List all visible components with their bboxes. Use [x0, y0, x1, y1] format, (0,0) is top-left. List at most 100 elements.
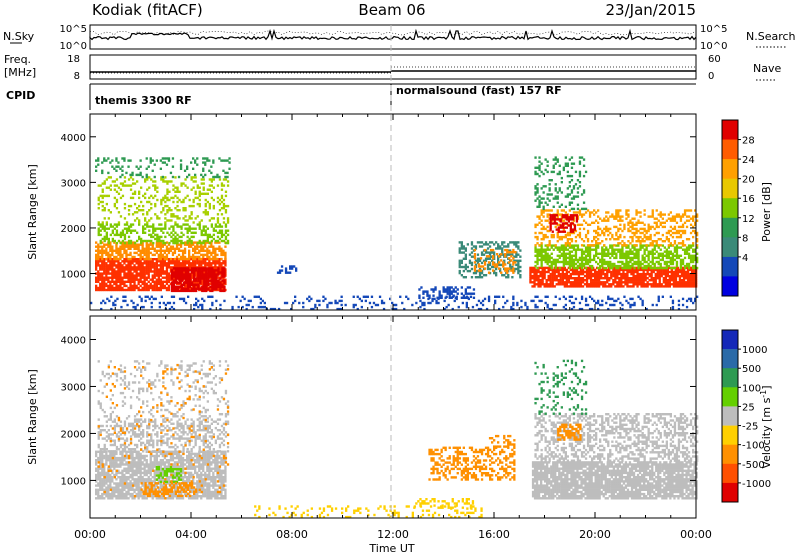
- power-cell: [192, 200, 195, 204]
- power-cell: [622, 268, 625, 272]
- power-cell: [152, 297, 155, 301]
- power-cell: [137, 288, 140, 292]
- power-cell: [393, 307, 396, 311]
- power-cell: [193, 307, 196, 311]
- power-cell: [480, 245, 484, 248]
- power-cell: [580, 254, 584, 257]
- power-cell: [125, 264, 128, 267]
- power-cell: [595, 254, 598, 257]
- power-cell: [550, 264, 553, 268]
- power-cell: [660, 272, 663, 276]
- power-cell: [592, 279, 595, 282]
- power-cell: [192, 180, 195, 183]
- power-cell: [205, 283, 208, 286]
- power-cell: [504, 248, 507, 252]
- power-cell: [593, 221, 596, 224]
- power-cell: [678, 277, 682, 280]
- power-cell: [538, 231, 541, 235]
- power-cell: [549, 222, 552, 225]
- power-cell: [164, 176, 167, 179]
- power-cell: [643, 252, 646, 255]
- power-cell: [538, 254, 541, 257]
- power-cell: [578, 170, 582, 174]
- power-cell: [178, 209, 181, 212]
- power-cell: [568, 246, 571, 249]
- power-cell: [586, 238, 590, 241]
- power-cell: [581, 272, 585, 276]
- power-cell: [651, 266, 654, 270]
- power-cell: [492, 248, 495, 252]
- power-cell: [167, 249, 171, 252]
- power-cell: [139, 280, 142, 283]
- power-cell: [147, 249, 150, 252]
- power-cell: [572, 254, 576, 257]
- power-cell: [224, 171, 227, 175]
- power-cell: [223, 275, 226, 278]
- power-cell: [655, 209, 658, 212]
- power-cell: [149, 264, 152, 267]
- power-cell: [97, 253, 100, 257]
- power-cell: [161, 280, 164, 283]
- power-cell: [105, 243, 108, 246]
- power-cell: [99, 284, 102, 288]
- power-cell: [166, 211, 169, 214]
- power-cell: [668, 274, 671, 278]
- power-cell: [552, 248, 555, 251]
- power-cell: [610, 285, 613, 288]
- power-cell: [566, 244, 569, 247]
- power-cell: [226, 171, 229, 175]
- power-cell: [486, 263, 490, 267]
- power-cell: [603, 260, 606, 264]
- power-cell: [202, 178, 205, 181]
- power-cell: [97, 251, 100, 255]
- power-cell: [157, 260, 160, 263]
- power-cell: [115, 286, 118, 290]
- power-cell: [140, 305, 143, 309]
- power-cell: [127, 278, 130, 281]
- power-cell: [173, 251, 177, 255]
- power-cell: [196, 258, 199, 261]
- power-cell: [634, 281, 637, 284]
- power-cell: [564, 246, 567, 249]
- power-cell: [97, 270, 100, 273]
- power-cell: [674, 285, 678, 288]
- power-cell: [103, 266, 106, 269]
- power-cell: [125, 274, 128, 277]
- power-cell: [551, 268, 554, 272]
- power-cell: [669, 250, 672, 253]
- power-cell: [689, 217, 693, 220]
- power-cell: [589, 270, 593, 274]
- power-cell: [129, 260, 132, 263]
- power-cell: [665, 254, 668, 257]
- power-cell: [149, 247, 152, 250]
- power-cell: [693, 277, 696, 280]
- power-cell: [501, 249, 504, 252]
- power-cell: [585, 277, 589, 280]
- power-cell: [164, 303, 167, 307]
- power-cell: [629, 225, 632, 229]
- power-cell: [551, 214, 554, 217]
- power-cell: [143, 266, 146, 269]
- power-cell: [597, 244, 600, 247]
- power-cell: [615, 238, 618, 241]
- power-cell: [680, 279, 684, 282]
- power-cell: [486, 251, 490, 254]
- power-cell: [671, 235, 675, 239]
- power-cell: [570, 254, 574, 257]
- power-cell: [581, 281, 585, 284]
- power-cell: [452, 290, 455, 293]
- power-cell: [222, 233, 226, 237]
- power-cell: [545, 281, 548, 284]
- power-cell: [612, 272, 615, 276]
- power-cell: [165, 270, 169, 273]
- power-cell: [153, 282, 156, 286]
- power-cell: [217, 279, 220, 282]
- power-cell: [675, 221, 679, 224]
- power-cell: [646, 283, 649, 286]
- power-cell: [174, 241, 177, 245]
- power-cell: [208, 249, 211, 252]
- power-cell: [105, 274, 108, 277]
- power-cell: [95, 268, 98, 271]
- power-cell: [105, 253, 108, 257]
- power-cell: [534, 305, 537, 309]
